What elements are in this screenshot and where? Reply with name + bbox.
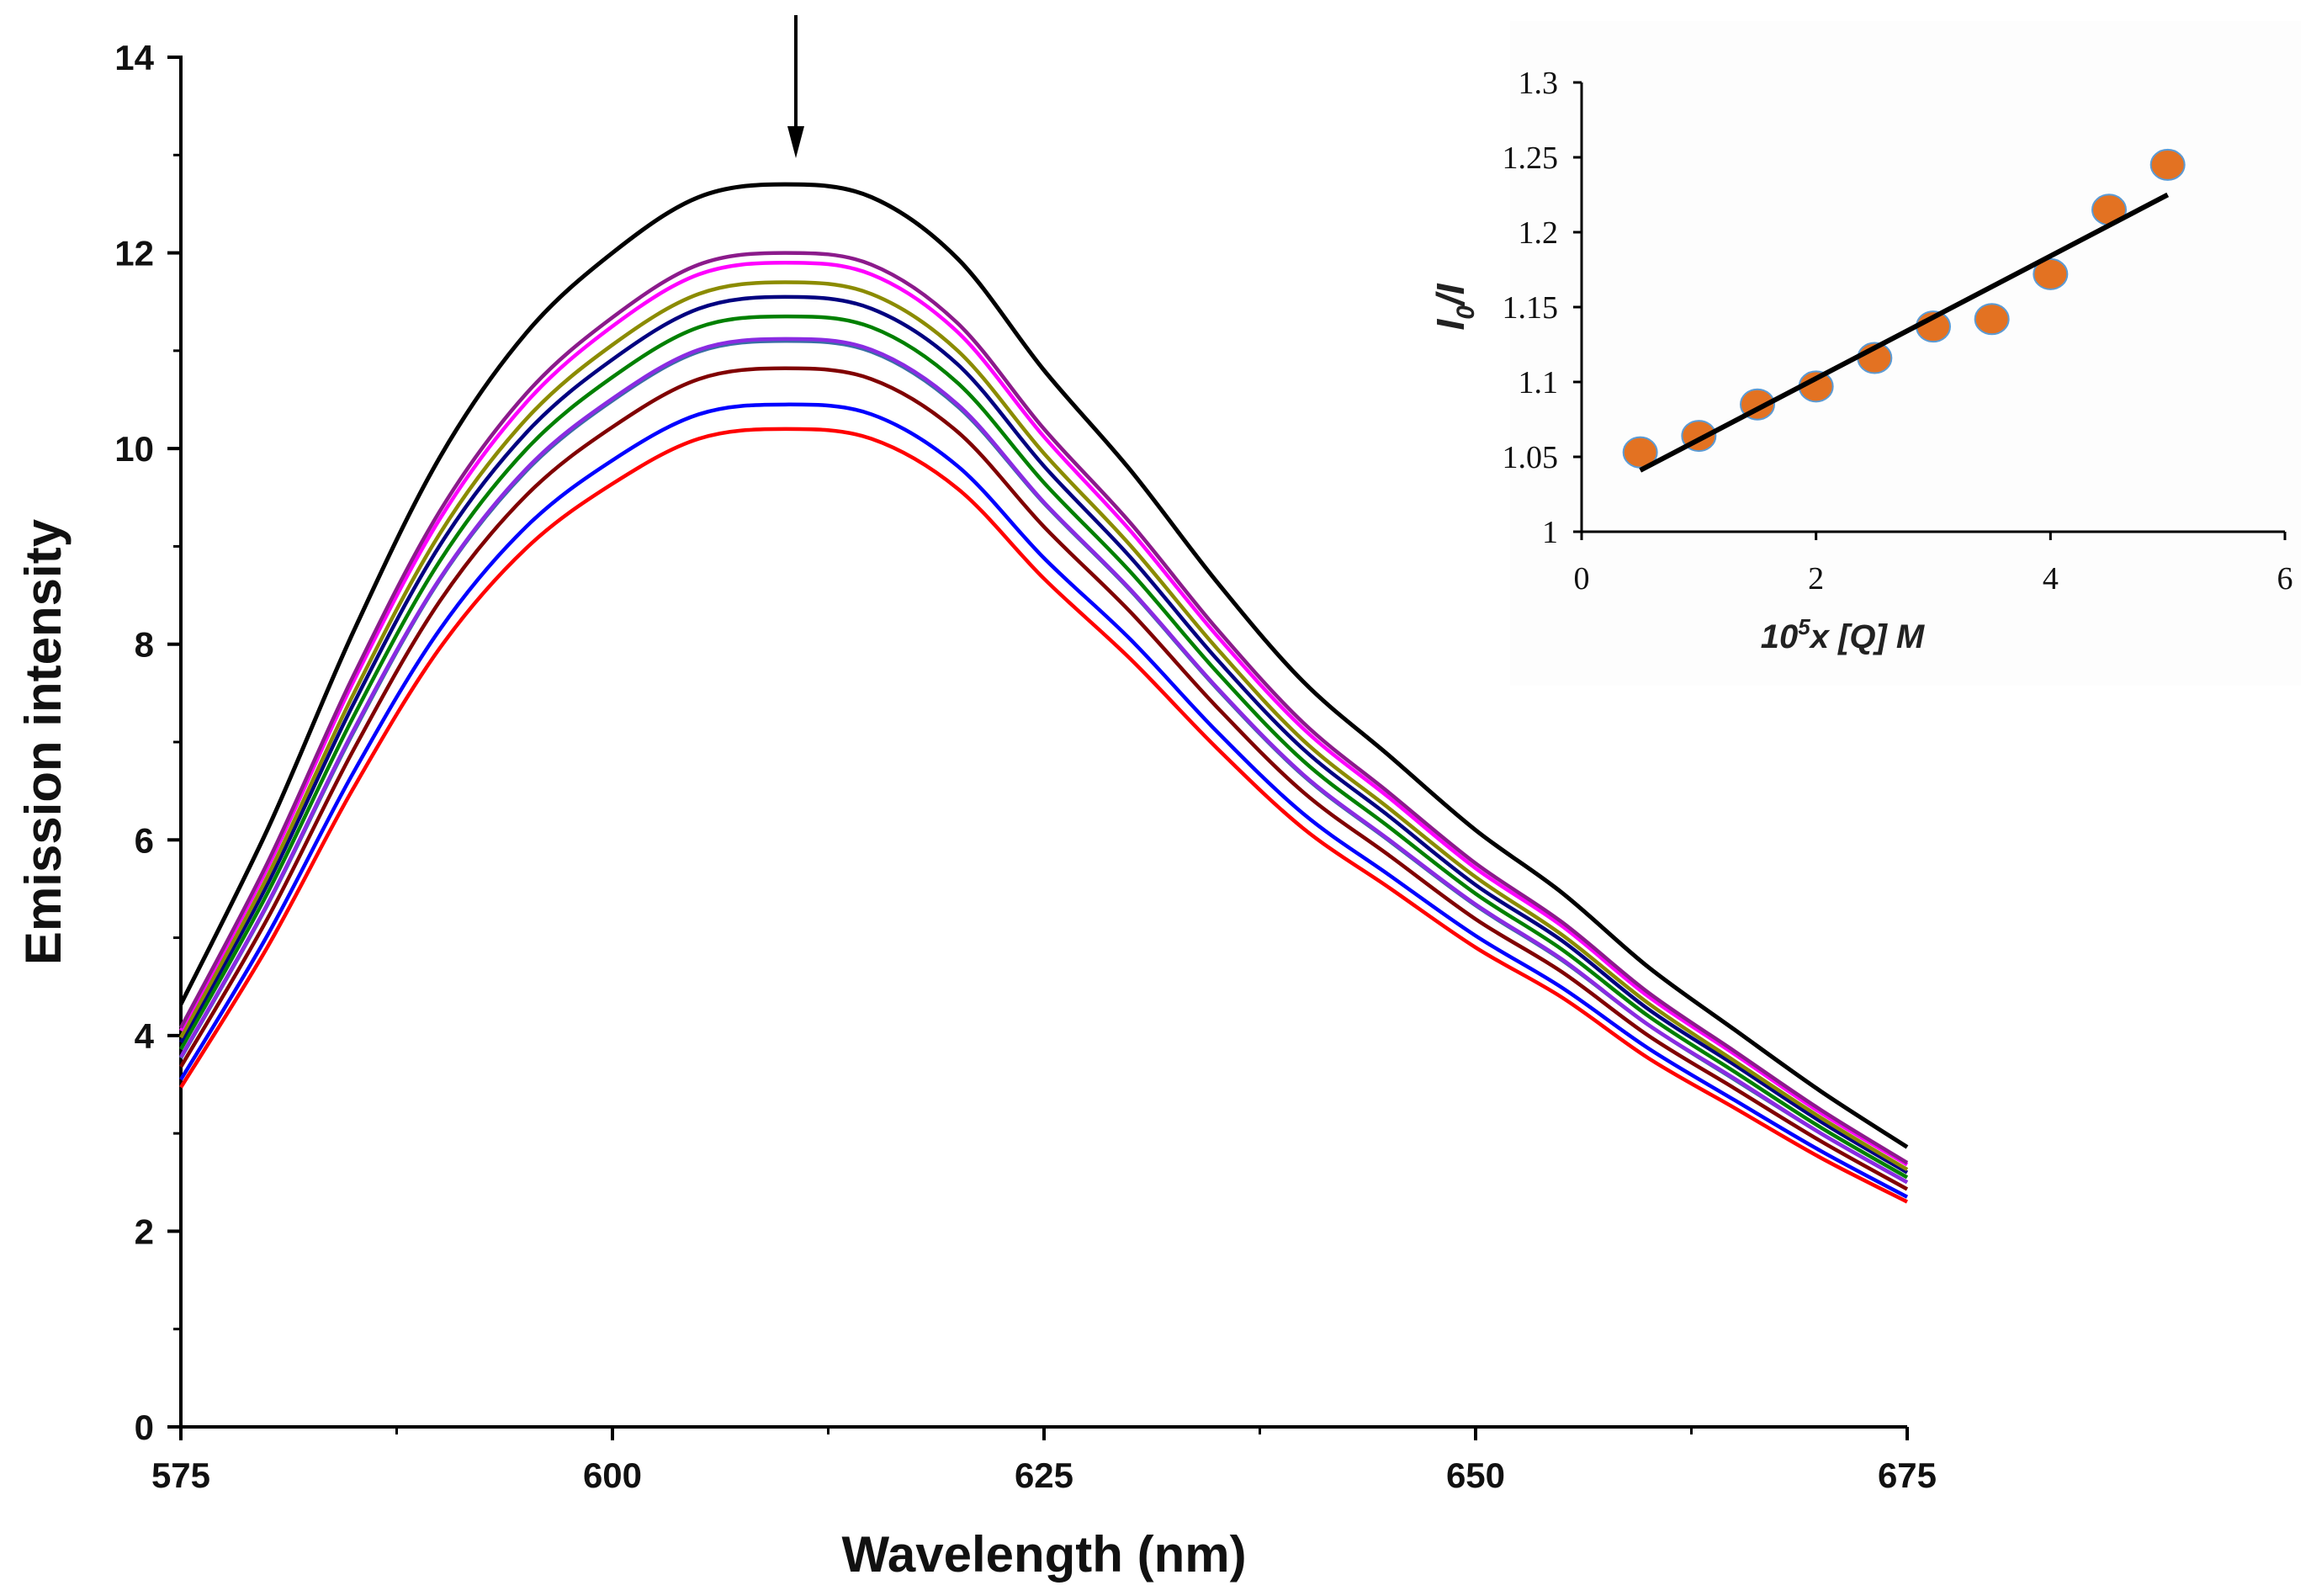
arrow-annotation <box>787 15 804 158</box>
y-tick-label: 8 <box>135 625 154 665</box>
x-axis-label: Wavelength (nm) <box>841 1526 1246 1583</box>
x-tick-label: 650 <box>1446 1455 1505 1495</box>
x-tick-label: 675 <box>1878 1455 1937 1495</box>
emission-series-magenta <box>179 260 1909 1167</box>
inset-background <box>1510 21 2301 686</box>
y-tick-label: 2 <box>135 1212 154 1251</box>
inset-y-tick-label: 1.2 <box>1519 215 1559 251</box>
y-tick-label: 0 <box>135 1408 154 1447</box>
inset-xlabel-sup: 5 <box>1798 614 1810 639</box>
inset-x-tick-label: 4 <box>2043 561 2059 597</box>
inset-data-point <box>2149 148 2186 181</box>
emission-series-navy <box>179 294 1909 1174</box>
emission-series-red <box>179 427 1909 1204</box>
inset-fit-line <box>1639 192 2170 473</box>
y-tick-label: 12 <box>114 234 154 273</box>
y-tick-label: 10 <box>114 429 154 469</box>
y-tick-label: 6 <box>135 820 154 860</box>
emission-series-purple <box>179 251 1909 1164</box>
main-plot-series <box>178 182 1909 1204</box>
inset-y-tick-label: 1.25 <box>1503 141 1559 176</box>
inset-y-tick-label: 1.15 <box>1503 290 1559 326</box>
x-tick-label: 625 <box>1015 1455 1073 1495</box>
y-axis-label: Emission intensity <box>15 518 72 965</box>
inset-xlabel-base: 10 <box>1761 618 1799 655</box>
y-tick-label: 4 <box>135 1016 155 1056</box>
inset-y-tick-label: 1.05 <box>1503 440 1559 475</box>
inset-ylabel-main: I <box>1428 319 1472 331</box>
inset-x-tick-label: 2 <box>1808 561 1824 597</box>
emission-series-violet <box>179 337 1909 1185</box>
inset-y-tick-label: 1 <box>1542 515 1558 550</box>
x-tick-label: 600 <box>583 1455 642 1495</box>
emission-series-blue <box>179 402 1909 1199</box>
y-tick-label: 14 <box>114 38 154 77</box>
inset-y-axis-label: I0/I <box>1428 283 1480 330</box>
inset-x-tick-label: 0 <box>1574 561 1590 597</box>
inset-x-tick-label: 6 <box>2277 561 2293 597</box>
inset-xlabel-rest: x [Q] M <box>1809 618 1926 655</box>
arrow-head-icon <box>787 126 804 158</box>
inset-ylabel-rest: /I <box>1428 283 1472 307</box>
emission-series-maroon <box>179 366 1909 1191</box>
emission-series-olive <box>179 280 1909 1172</box>
inset-y-tick-label: 1.3 <box>1519 66 1559 101</box>
inset-x-axis-label: 105x [Q] M <box>1761 614 1926 655</box>
inset-plot: 0 2 4 6 1 1.05 1.1 1.15 1.2 1.25 1.3 <box>1503 66 2293 597</box>
emission-series-black <box>178 182 1909 1149</box>
inset-ylabel-sub: 0 <box>1452 305 1480 320</box>
emission-series-green <box>179 314 1909 1180</box>
inset-data-point <box>2033 257 2069 290</box>
x-tick-label: 575 <box>151 1455 210 1495</box>
inset-data-point <box>1974 303 2010 336</box>
inset-y-tick-label: 1.1 <box>1519 365 1559 400</box>
